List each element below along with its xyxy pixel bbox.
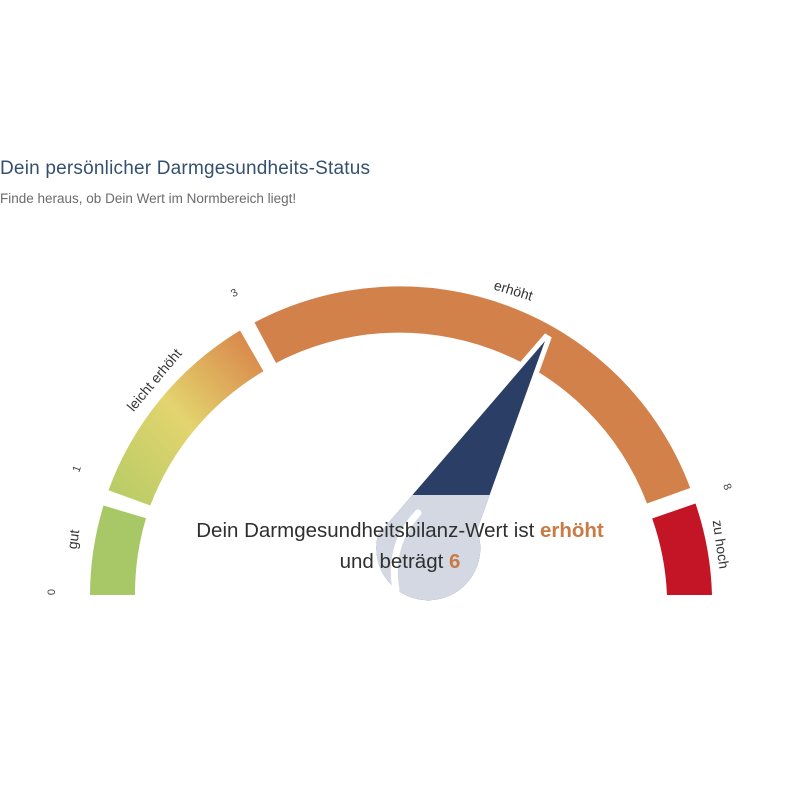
zone-zu-hoch — [652, 503, 712, 595]
zone-label-zu-hoch: zu hoch — [710, 519, 733, 570]
gauge-needle — [369, 333, 552, 608]
page-title: Dein persönlicher Darmgesundheits-Status — [0, 158, 371, 179]
result-status: erhöht — [539, 519, 604, 542]
zone-label-gut: gut — [64, 528, 83, 550]
tick-label-8: 8 — [720, 482, 733, 492]
zone-erhoeht — [254, 286, 691, 504]
result-middle: und beträgt — [339, 550, 444, 573]
tick-label-0: 0 — [46, 589, 58, 595]
zone-leicht-erhoeht — [108, 330, 264, 506]
page-subtitle: Finde heraus, ob Dein Wert im Normbereic… — [0, 191, 297, 206]
result-prefix: Dein Darmgesundheitsbilanz-Wert ist — [196, 519, 535, 542]
zone-label-erhoeht: erhöht — [492, 277, 535, 304]
tick-label-1: 1 — [70, 464, 83, 474]
needle-highlight — [390, 509, 422, 594]
result-value: 6 — [449, 550, 461, 573]
tick-label-3: 3 — [229, 287, 240, 300]
zone-gut — [90, 505, 146, 595]
result-text: Dein Darmgesundheitsbilanz-Wert ist erhö… — [0, 515, 800, 577]
